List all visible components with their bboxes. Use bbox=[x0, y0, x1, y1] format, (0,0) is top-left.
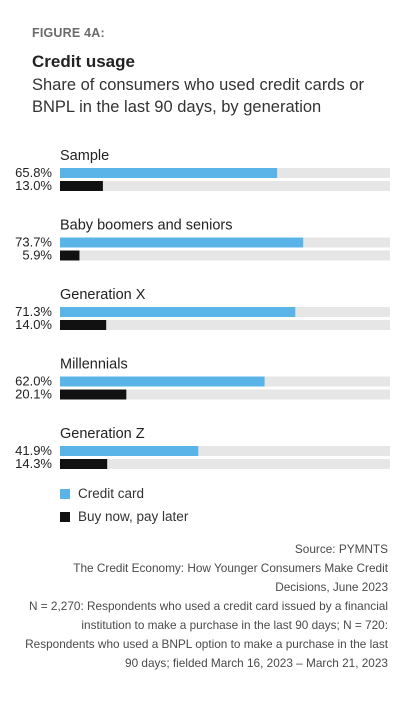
bar-credit-card-baby-boomers-and-seniors bbox=[60, 237, 304, 248]
legend-swatch-credit-card bbox=[60, 489, 70, 499]
bar-track-millennials-1 bbox=[60, 389, 390, 400]
legend-label-bnpl: Buy now, pay later bbox=[78, 509, 189, 524]
value-label-buy-now-pay-later-millennials: 20.1% bbox=[15, 387, 52, 402]
bar-buy-now-pay-later-generation-x bbox=[60, 320, 107, 330]
value-label-buy-now-pay-later-generation-x: 14.0% bbox=[15, 317, 52, 332]
category-label-generation-z: Generation Z bbox=[60, 426, 145, 442]
bar-buy-now-pay-later-baby-boomers-and-seniors bbox=[60, 250, 80, 261]
value-label-buy-now-pay-later-sample: 13.0% bbox=[15, 178, 52, 193]
value-label-credit-card-generation-z: 41.9% bbox=[15, 443, 52, 458]
source-note: Source: PYMNTS bbox=[294, 542, 388, 556]
bar-credit-card-millennials bbox=[60, 376, 265, 387]
value-label-buy-now-pay-later-generation-z: 14.3% bbox=[15, 456, 52, 471]
bar-chart: Sample 65.8%13.0% Baby boomers and seniors… bbox=[15, 148, 390, 471]
bar-credit-card-generation-z bbox=[60, 446, 199, 456]
value-label-credit-card-millennials: 62.0% bbox=[15, 374, 52, 389]
bar-credit-card-sample bbox=[60, 168, 278, 178]
chart-title: Credit usage bbox=[32, 52, 135, 71]
bar-buy-now-pay-later-millennials bbox=[60, 389, 127, 400]
value-label-credit-card-generation-x: 71.3% bbox=[15, 304, 52, 319]
bar-credit-card-generation-x bbox=[60, 307, 296, 317]
legend-swatch-bnpl bbox=[60, 512, 70, 522]
value-label-buy-now-pay-later-baby-boomers-and-seniors: 5.9% bbox=[22, 248, 52, 263]
report-title-note: The Credit Economy: How Younger Consumer… bbox=[73, 561, 388, 594]
figure-label: FIGURE 4A: bbox=[32, 26, 105, 40]
value-label-credit-card-sample: 65.8% bbox=[15, 165, 52, 180]
bar-track-generation-z-1 bbox=[60, 459, 390, 469]
chart-footer: Source: PYMNTS The Credit Economy: How Y… bbox=[18, 540, 388, 673]
category-label-baby-boomers-and-seniors: Baby boomers and seniors bbox=[60, 218, 233, 234]
value-label-credit-card-baby-boomers-and-seniors: 73.7% bbox=[15, 235, 52, 250]
sample-notes: N = 2,270: Respondents who used a credit… bbox=[25, 599, 388, 670]
legend-item-bnpl: Buy now, pay later bbox=[60, 509, 188, 524]
category-label-sample: Sample bbox=[60, 148, 109, 164]
bar-track-generation-z-0 bbox=[60, 446, 390, 456]
legend-label-credit-card: Credit card bbox=[78, 486, 145, 501]
bar-buy-now-pay-later-sample bbox=[60, 181, 103, 191]
bar-track-sample-1 bbox=[60, 181, 390, 191]
legend-item-credit-card: Credit card bbox=[60, 486, 144, 501]
bar-buy-now-pay-later-generation-z bbox=[60, 459, 108, 469]
category-label-millennials: Millennials bbox=[60, 357, 128, 373]
chart-subtitle: Share of consumers who used credit cards… bbox=[32, 76, 364, 116]
bar-track-generation-x-1 bbox=[60, 320, 390, 330]
bar-track-baby-boomers-and-seniors-1 bbox=[60, 250, 390, 261]
category-label-generation-x: Generation X bbox=[60, 287, 146, 303]
